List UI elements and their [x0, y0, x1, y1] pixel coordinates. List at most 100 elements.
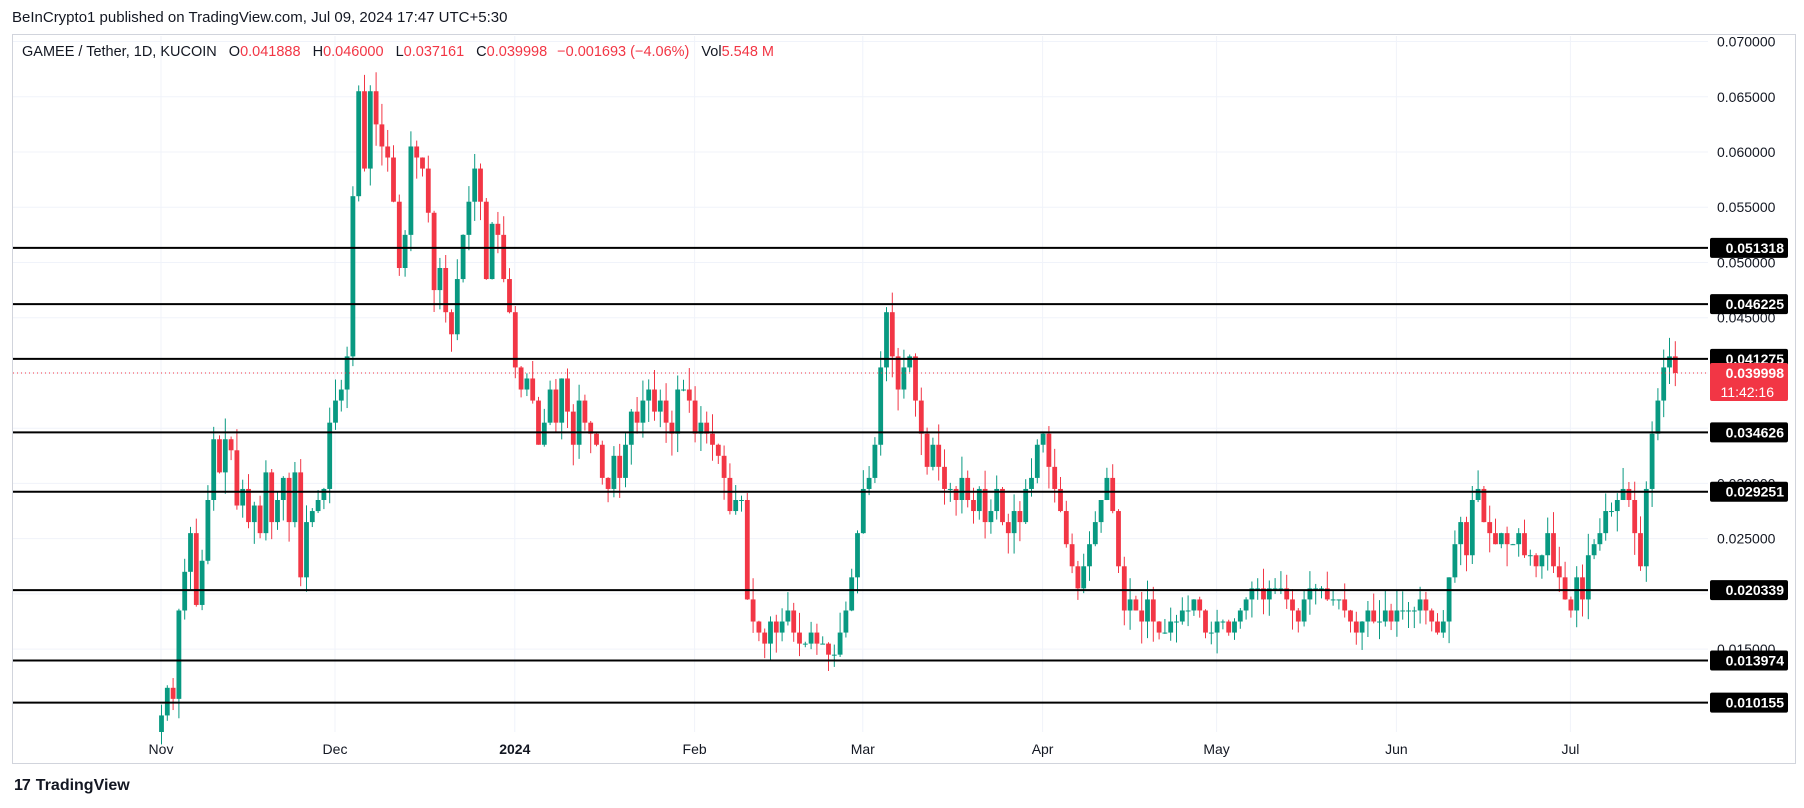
candle-body[interactable] — [1440, 621, 1446, 633]
candle-body[interactable] — [1104, 477, 1110, 500]
candle-body[interactable] — [594, 433, 599, 445]
candle-body[interactable] — [240, 488, 246, 506]
candle-body[interactable] — [1435, 621, 1440, 633]
candle-body[interactable] — [1313, 588, 1319, 590]
candle-body[interactable] — [820, 643, 826, 645]
candle-body[interactable] — [1591, 544, 1597, 556]
candle-body[interactable] — [831, 654, 837, 656]
candle-body[interactable] — [779, 621, 785, 633]
candle-body[interactable] — [1464, 522, 1469, 556]
candle-body[interactable] — [362, 91, 367, 169]
candle-body[interactable] — [1278, 588, 1284, 590]
candle-body[interactable] — [193, 533, 199, 605]
candle-body[interactable] — [391, 157, 396, 202]
candle-body[interactable] — [588, 422, 594, 434]
candle-body[interactable] — [1522, 533, 1527, 556]
candle-body[interactable] — [1597, 533, 1603, 545]
candle-body[interactable] — [1562, 577, 1568, 600]
candle-body[interactable] — [1348, 610, 1353, 622]
candle-body[interactable] — [1232, 621, 1237, 633]
candle-body[interactable] — [802, 643, 808, 645]
candle-body[interactable] — [808, 632, 814, 644]
candle-body[interactable] — [814, 632, 820, 644]
candle-body[interactable] — [1498, 533, 1504, 545]
candle-body[interactable] — [855, 533, 860, 578]
candle-body[interactable] — [733, 500, 739, 512]
candle-body[interactable] — [1603, 511, 1609, 534]
candle-body[interactable] — [1081, 566, 1087, 589]
candle-body[interactable] — [1394, 610, 1400, 622]
candle-body[interactable] — [1533, 555, 1539, 567]
candle-body[interactable] — [1539, 555, 1545, 567]
candle-body[interactable] — [483, 201, 489, 280]
candle-body[interactable] — [878, 367, 884, 445]
candle-body[interactable] — [744, 500, 750, 600]
candle-body[interactable] — [1156, 621, 1162, 633]
candle-body[interactable] — [199, 560, 205, 605]
candle-body[interactable] — [408, 146, 414, 235]
candle-body[interactable] — [860, 488, 866, 534]
candle-body[interactable] — [617, 455, 623, 478]
candle-body[interactable] — [715, 444, 721, 456]
candle-body[interactable] — [1208, 632, 1214, 634]
candle-body[interactable] — [1330, 599, 1336, 601]
candle-body[interactable] — [657, 400, 663, 412]
candle-body[interactable] — [1551, 533, 1556, 567]
candle-body[interactable] — [1272, 588, 1278, 590]
candle-body[interactable] — [495, 223, 501, 235]
candle-body[interactable] — [1249, 588, 1255, 600]
candle-body[interactable] — [1452, 544, 1458, 578]
candle-body[interactable] — [536, 400, 541, 445]
candle-body[interactable] — [1423, 599, 1429, 611]
candle-body[interactable] — [1446, 577, 1452, 622]
candle-body[interactable] — [634, 411, 640, 423]
candle-body[interactable] — [1069, 544, 1075, 567]
candle-body[interactable] — [826, 643, 831, 655]
candle-body[interactable] — [1197, 599, 1203, 611]
candle-body[interactable] — [675, 389, 681, 434]
candle-body[interactable] — [478, 168, 483, 202]
candle-body[interactable] — [1342, 599, 1348, 611]
candle-body[interactable] — [1214, 621, 1220, 633]
candle-body[interactable] — [507, 279, 512, 313]
candle-body[interactable] — [1058, 488, 1063, 512]
candle-body[interactable] — [251, 505, 257, 523]
candle-body[interactable] — [1626, 488, 1632, 500]
candle-body[interactable] — [1150, 599, 1156, 622]
candle-body[interactable] — [518, 367, 524, 390]
candle-body[interactable] — [1504, 533, 1510, 545]
candle-body[interactable] — [1226, 621, 1232, 633]
candle-body[interactable] — [663, 400, 669, 423]
candle-body[interactable] — [338, 389, 344, 401]
candle-body[interactable] — [286, 477, 292, 523]
candle-body[interactable] — [669, 422, 675, 434]
candle-body[interactable] — [1127, 599, 1133, 611]
candle-body[interactable] — [356, 91, 362, 197]
candle-body[interactable] — [762, 632, 768, 644]
candle-body[interactable] — [159, 715, 164, 732]
candle-body[interactable] — [965, 477, 971, 500]
candle-body[interactable] — [681, 389, 686, 391]
candle-body[interactable] — [727, 477, 733, 512]
candle-body[interactable] — [466, 201, 472, 235]
candle-body[interactable] — [1411, 610, 1417, 612]
candle-body[interactable] — [188, 533, 193, 572]
candle-body[interactable] — [333, 400, 338, 423]
candle-body[interactable] — [1034, 444, 1040, 478]
candle-body[interactable] — [217, 439, 222, 473]
candle-body[interactable] — [1429, 610, 1435, 622]
candle-body[interactable] — [1301, 599, 1307, 622]
candle-body[interactable] — [1098, 500, 1104, 523]
candle-body[interactable] — [1359, 621, 1365, 633]
candle-body[interactable] — [930, 444, 936, 467]
candle-body[interactable] — [275, 500, 280, 523]
candle-body[interactable] — [1510, 544, 1516, 546]
candle-body[interactable] — [570, 411, 576, 445]
candle-body[interactable] — [1087, 544, 1092, 567]
candle-body[interactable] — [315, 500, 321, 512]
candle-body[interactable] — [460, 234, 466, 280]
candle-body[interactable] — [1614, 500, 1620, 512]
candle-body[interactable] — [1162, 632, 1168, 634]
candle-body[interactable] — [1063, 511, 1069, 545]
candle-body[interactable] — [1284, 588, 1290, 600]
